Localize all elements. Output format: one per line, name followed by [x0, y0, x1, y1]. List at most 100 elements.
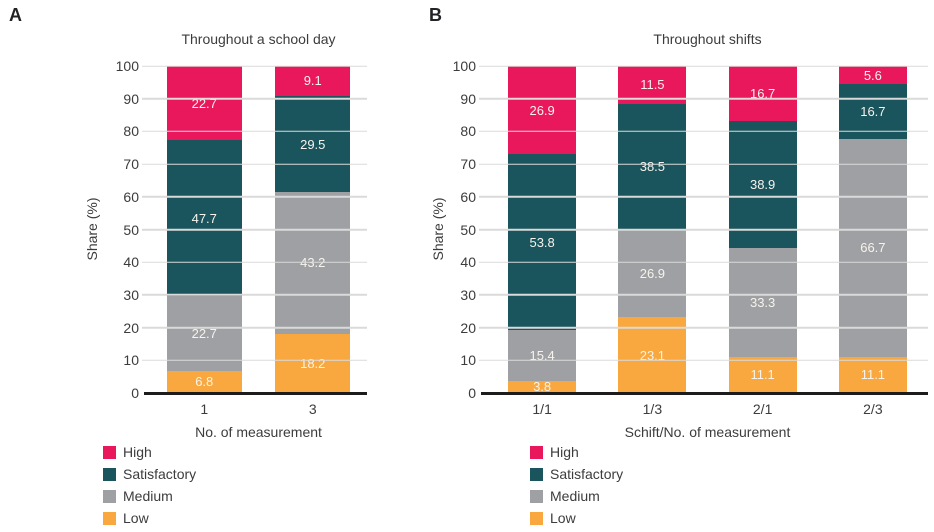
bar-value-label: 6.8	[195, 374, 214, 390]
legend-item: High	[103, 441, 196, 463]
y-tick-label: 70	[460, 156, 476, 173]
y-tick-label: 90	[460, 90, 476, 107]
x-tick-label: 2/1	[752, 401, 773, 417]
y-tick-label: 100	[452, 58, 476, 74]
legend-item: Low	[530, 507, 623, 529]
bar-slot: 3.8 15.4 53.8 26.9	[487, 66, 597, 393]
legend: High Satisfactory Medium Low	[103, 441, 196, 529]
gridline	[479, 261, 928, 263]
y-tick-labels: 0 10 20 30 40 50 60 70 80 90 100	[97, 58, 145, 401]
segment-medium: 15.4	[508, 330, 577, 381]
gridline	[142, 326, 367, 329]
legend: High Satisfactory Medium Low	[530, 441, 623, 529]
gridline	[479, 196, 928, 198]
segment-high: 26.9	[508, 66, 577, 155]
x-tick-label: 1	[200, 401, 209, 417]
x-tick-label: 3	[308, 401, 317, 417]
segment-low: 11.1	[838, 356, 907, 393]
bar-value-label: 38.5	[639, 159, 666, 175]
legend-item: Medium	[103, 485, 196, 507]
segment-satisfactory: 38.9	[728, 120, 797, 248]
bar-value-label: 11.5	[640, 77, 665, 93]
legend-swatch-high	[103, 445, 116, 459]
x-tick-label: 1/3	[642, 401, 663, 417]
segment-low: 6.8	[166, 370, 242, 393]
panel-a: A Throughout a school day Share (%) 0 10 2…	[0, 0, 420, 532]
chart-title: Throughout a school day	[181, 31, 336, 47]
legend-item: Low	[103, 507, 196, 529]
gridline	[142, 359, 367, 362]
x-axis-title: Schift/No. of measurement	[624, 424, 791, 440]
plot-area: 6.822.747.722.718.243.229.59.1	[142, 65, 367, 395]
legend-label: Low	[123, 510, 149, 526]
bar-value-label: 3.8	[533, 379, 552, 395]
legend-swatch-satisfactory	[103, 467, 116, 481]
bar-slot: 6.8 22.7 47.7 22.7	[150, 66, 259, 393]
segment-high: 16.7	[728, 66, 797, 121]
segment-low: 11.1	[728, 356, 797, 393]
y-tick-label: 70	[123, 156, 139, 173]
x-axis-line	[481, 392, 928, 395]
y-tick-label: 0	[131, 385, 139, 401]
gridline	[479, 359, 928, 362]
legend-label: Medium	[123, 488, 173, 504]
bar-value-label: 16.7	[860, 104, 886, 120]
y-tick-label: 20	[460, 319, 476, 336]
gridline	[142, 97, 367, 100]
bar-value-label: 9.1	[303, 73, 322, 89]
segment-satisfactory: 29.5	[275, 95, 351, 193]
legend-label: Satisfactory	[123, 466, 197, 482]
panel-b: B Throughout shifts Share (%) 0 10 20 30 40 5…	[420, 0, 934, 532]
bar-value-label: 23.1	[639, 347, 666, 363]
bar-value-label: 26.9	[529, 102, 555, 118]
bar-1/1: 3.8 15.4 53.8 26.9	[508, 66, 577, 395]
bar-value-label: 33.3	[749, 294, 776, 310]
legend-label: Low	[550, 510, 576, 526]
gridline	[142, 261, 367, 263]
y-tick-label: 90	[123, 90, 139, 107]
y-tick-label: 80	[460, 123, 476, 140]
plot-area: 3.8 15.4 53.8 26.9 23.1 26.9 38.5 11.5 11.1 33.3 3…	[479, 65, 928, 395]
segment-low: 3.8	[508, 379, 577, 395]
panel-label: B	[429, 5, 443, 25]
segment-satisfactory: 16.7	[838, 84, 907, 139]
segment-low: 18.2	[275, 333, 351, 393]
y-tick-label: 80	[123, 123, 139, 140]
y-tick-label: 10	[123, 352, 139, 369]
y-tick-label: 0	[468, 385, 476, 401]
bar-value-label: 11.1	[750, 367, 775, 383]
x-tick-labels: 1/1 1/3 2/1 2/3	[487, 401, 928, 417]
bar-value-label: 66.7	[860, 240, 886, 256]
gridline	[479, 294, 928, 296]
segment-high: 22.7	[166, 66, 242, 141]
bar-value-label: 22.7	[191, 95, 217, 111]
segment-high: 9.1	[275, 66, 351, 96]
gridline	[479, 65, 928, 67]
bar-1: 6.8 22.7 47.7 22.7	[166, 66, 242, 393]
segment-satisfactory: 38.5	[618, 103, 687, 230]
bar-value-label: 29.5	[300, 136, 326, 152]
segment-medium: 33.3	[728, 247, 797, 357]
segment-low: 23.1	[618, 317, 687, 393]
legend-swatch-low	[530, 511, 543, 525]
y-tick-labels: 0 10 20 30 40 50 60 70 80 90 100	[434, 58, 482, 401]
panel-label: A	[9, 5, 23, 25]
y-tick-label: 30	[123, 286, 139, 303]
legend-label: Satisfactory	[550, 466, 624, 482]
legend-label: High	[550, 444, 579, 460]
y-tick-label: 60	[123, 188, 139, 205]
bar-slot: 11.1 66.7 16.7 5.6	[818, 66, 928, 393]
legend-label: Medium	[550, 488, 600, 504]
bar-value-label: 15.4	[529, 347, 555, 363]
gridline	[479, 130, 928, 133]
bar-value-label: 11.1	[860, 367, 886, 383]
y-tick-label: 50	[460, 221, 476, 238]
bar-value-label: 22.7	[191, 326, 217, 342]
x-axis-line	[144, 392, 367, 395]
bar-value-label: 47.7	[191, 210, 217, 226]
gridline	[142, 228, 367, 231]
gridline	[142, 130, 367, 133]
bars: 3.8 15.4 53.8 26.9 23.1 26.9 38.5 11.5 11.1 33.3 3…	[487, 66, 928, 393]
